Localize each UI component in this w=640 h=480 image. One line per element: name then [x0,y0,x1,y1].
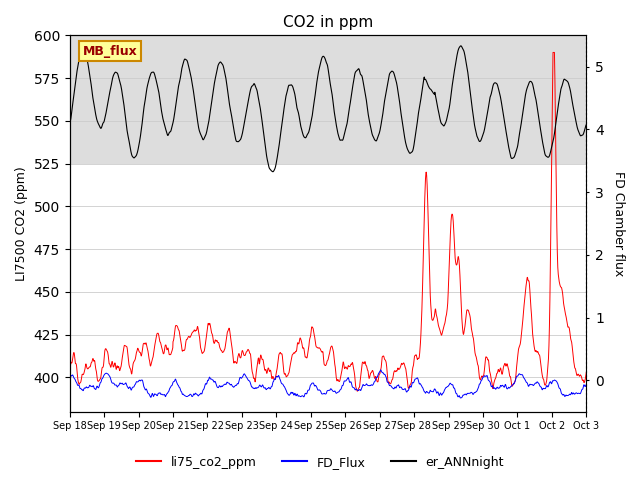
Y-axis label: FD Chamber flux: FD Chamber flux [612,171,625,276]
Legend: li75_co2_ppm, FD_Flux, er_ANNnight: li75_co2_ppm, FD_Flux, er_ANNnight [131,451,509,474]
Title: CO2 in ppm: CO2 in ppm [283,15,373,30]
Text: MB_flux: MB_flux [83,45,138,58]
Bar [70,36,586,164]
Y-axis label: LI7500 CO2 (ppm): LI7500 CO2 (ppm) [15,166,28,281]
